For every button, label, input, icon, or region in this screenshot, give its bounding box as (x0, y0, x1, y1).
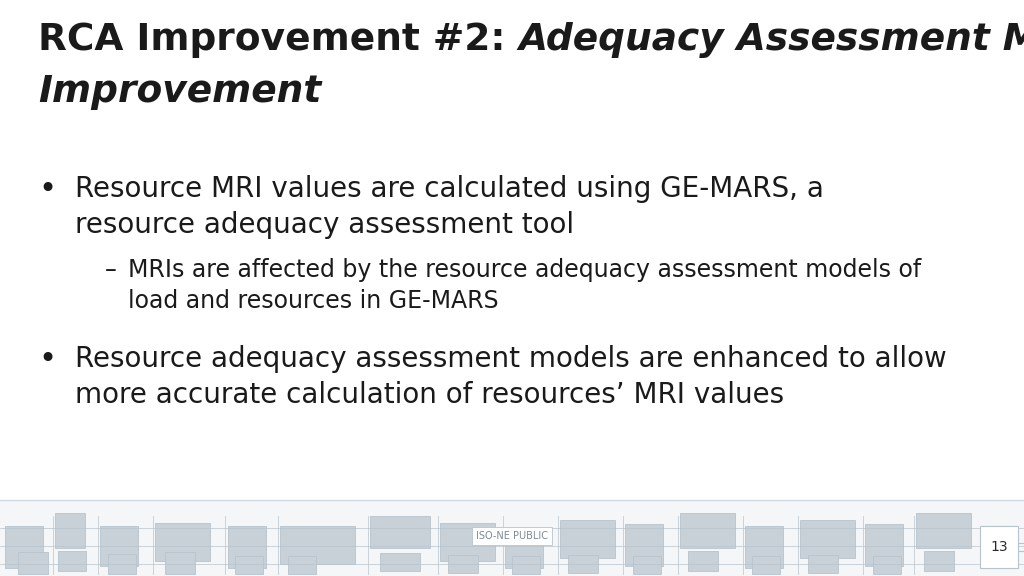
Bar (800, 520, 855, 558)
Text: Adequacy Assessment Model: Adequacy Assessment Model (518, 22, 1024, 58)
Bar (155, 523, 210, 561)
Bar (449, 555, 478, 573)
Text: •: • (38, 345, 56, 374)
Bar (633, 556, 662, 574)
Bar (165, 552, 195, 574)
Bar (228, 526, 266, 568)
Bar (288, 556, 316, 574)
Bar (625, 524, 663, 566)
Text: Resource MRI values are calculated using GE-MARS, a
resource adequacy assessment: Resource MRI values are calculated using… (75, 175, 824, 238)
Bar (55, 513, 85, 548)
Bar (440, 523, 495, 561)
Text: –: – (105, 258, 117, 282)
Text: 13: 13 (990, 540, 1008, 554)
Bar (568, 555, 598, 573)
Bar (5, 526, 43, 568)
Text: Improvement: Improvement (38, 74, 322, 110)
Bar (808, 555, 838, 573)
Text: Resource adequacy assessment models are enhanced to allow
more accurate calculat: Resource adequacy assessment models are … (75, 345, 947, 409)
Bar (865, 524, 903, 566)
Bar (688, 551, 718, 571)
Text: RCA Improvement #2:: RCA Improvement #2: (38, 22, 518, 58)
Text: •: • (38, 175, 56, 204)
Bar (380, 553, 420, 571)
Text: ISO-NE PUBLIC: ISO-NE PUBLIC (476, 531, 548, 541)
Bar (0, 500, 1024, 576)
Bar (752, 556, 780, 574)
Bar (924, 551, 954, 571)
Bar (18, 552, 48, 574)
Bar (58, 551, 86, 571)
Text: MRIs are affected by the resource adequacy assessment models of
load and resourc: MRIs are affected by the resource adequa… (128, 258, 922, 313)
Bar (873, 556, 901, 574)
Bar (108, 554, 136, 574)
Bar (980, 526, 1018, 568)
Bar (916, 513, 971, 548)
Bar (512, 556, 540, 574)
Bar (280, 526, 355, 564)
Bar (370, 516, 430, 548)
Bar (745, 526, 783, 568)
Bar (100, 526, 138, 566)
Bar (560, 520, 615, 558)
Bar (505, 528, 543, 568)
Bar (234, 556, 263, 574)
Bar (680, 513, 735, 548)
